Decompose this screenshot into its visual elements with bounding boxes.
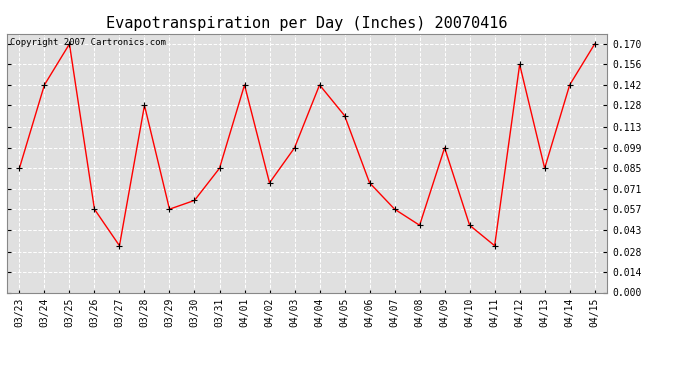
- Text: Copyright 2007 Cartronics.com: Copyright 2007 Cartronics.com: [10, 38, 166, 46]
- Title: Evapotranspiration per Day (Inches) 20070416: Evapotranspiration per Day (Inches) 2007…: [106, 16, 508, 31]
